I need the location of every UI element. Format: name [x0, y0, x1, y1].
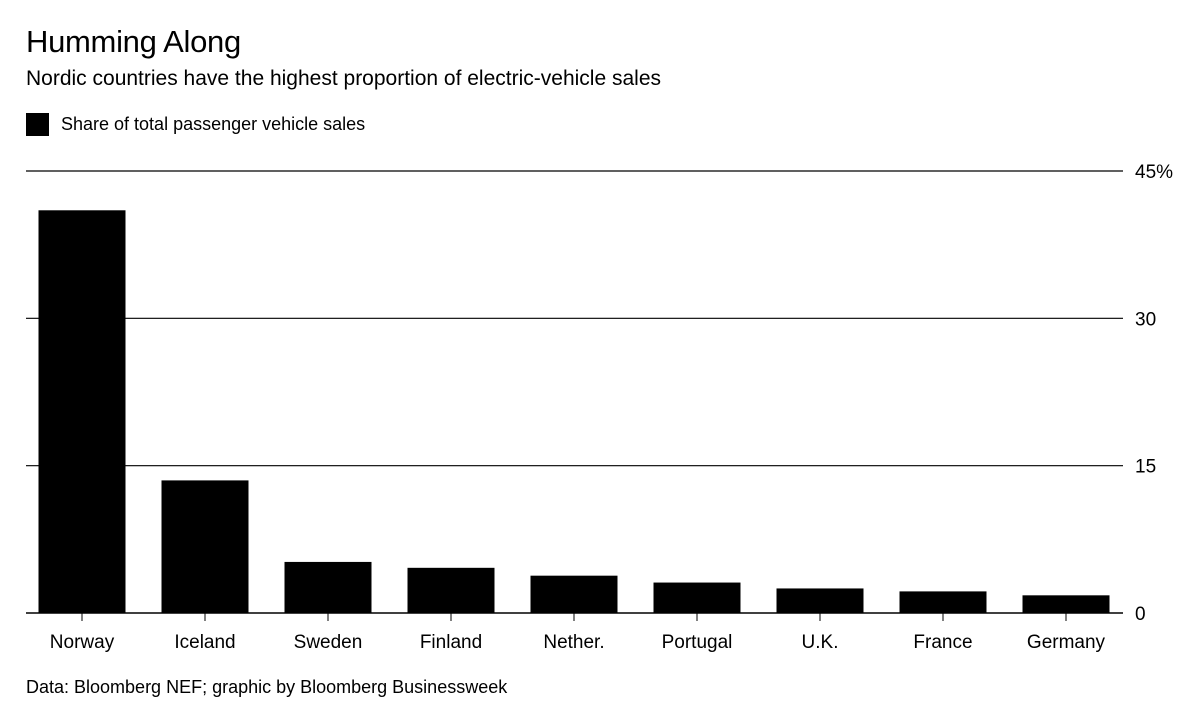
- y-tick-labels: 0 15 30 45%: [1135, 162, 1173, 625]
- x-tick-label: Finland: [420, 632, 482, 653]
- x-tick-label: France: [913, 632, 972, 653]
- x-tick-label: Nether.: [543, 632, 604, 653]
- x-tick-label: Sweden: [294, 632, 363, 653]
- y-tick-label: 15: [1135, 457, 1156, 478]
- y-tick-label: 0: [1135, 604, 1146, 625]
- x-tick-label: Portugal: [662, 632, 733, 653]
- x-tick-label: U.K.: [802, 632, 839, 653]
- bar: [776, 588, 864, 613]
- chart-title: Humming Along: [26, 24, 241, 59]
- x-tick-label: Germany: [1027, 632, 1106, 653]
- x-tick-label: Iceland: [174, 632, 235, 653]
- bar: [530, 575, 618, 613]
- chart-subtitle: Nordic countries have the highest propor…: [26, 67, 661, 90]
- bar: [407, 567, 495, 613]
- bar: [38, 210, 126, 614]
- bar: [899, 591, 987, 613]
- legend: Share of total passenger vehicle sales: [26, 113, 365, 136]
- y-tick-label: 30: [1135, 309, 1156, 330]
- source-note: Data: Bloomberg NEF; graphic by Bloomber…: [26, 677, 508, 697]
- x-tick-labels: Norway Iceland Sweden Finland Nether. Portuga…: [50, 613, 1106, 653]
- bar: [1022, 595, 1110, 613]
- x-tick-label: Norway: [50, 632, 115, 653]
- legend-swatch: [26, 113, 49, 136]
- bar: [653, 582, 741, 613]
- bar: [161, 480, 249, 613]
- bar: [284, 561, 372, 613]
- bars: [38, 210, 1110, 614]
- y-tick-label: 45%: [1135, 162, 1173, 183]
- legend-label: Share of total passenger vehicle sales: [61, 114, 366, 134]
